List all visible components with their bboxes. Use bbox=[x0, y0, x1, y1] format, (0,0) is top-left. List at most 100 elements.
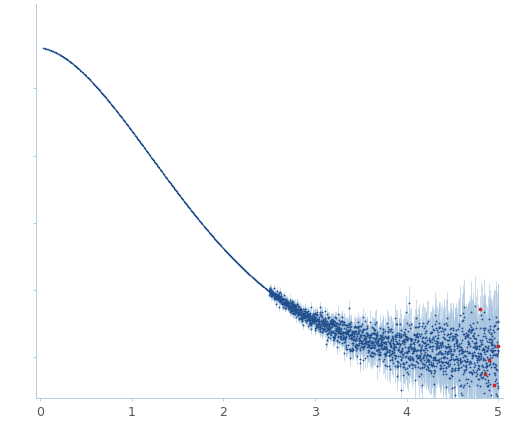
Point bbox=[335, 328, 343, 335]
Point bbox=[79, 69, 87, 76]
Point bbox=[328, 316, 336, 323]
Point bbox=[170, 184, 178, 191]
Point bbox=[290, 306, 298, 313]
Point bbox=[162, 174, 170, 181]
Point bbox=[443, 321, 451, 328]
Point bbox=[50, 49, 58, 55]
Point bbox=[211, 235, 219, 242]
Point bbox=[175, 191, 183, 198]
Point bbox=[437, 324, 446, 331]
Point bbox=[46, 46, 54, 53]
Point bbox=[487, 347, 495, 354]
Point bbox=[374, 350, 382, 357]
Point bbox=[469, 343, 478, 350]
Point bbox=[70, 62, 78, 69]
Point bbox=[48, 48, 56, 55]
Point bbox=[404, 353, 412, 360]
Point bbox=[344, 331, 352, 338]
Point bbox=[378, 335, 386, 342]
Point bbox=[377, 342, 385, 349]
Point bbox=[361, 333, 369, 340]
Point bbox=[442, 320, 450, 327]
Point bbox=[421, 344, 429, 351]
Point bbox=[441, 336, 450, 343]
Point bbox=[230, 257, 238, 264]
Point bbox=[121, 118, 129, 125]
Point bbox=[338, 318, 346, 325]
Point bbox=[406, 325, 415, 332]
Point bbox=[159, 170, 167, 177]
Point bbox=[485, 371, 493, 378]
Point bbox=[214, 239, 223, 246]
Point bbox=[320, 322, 328, 329]
Point bbox=[296, 305, 304, 312]
Point bbox=[246, 272, 255, 279]
Point bbox=[407, 341, 415, 348]
Point bbox=[362, 340, 370, 347]
Point bbox=[443, 343, 452, 350]
Point bbox=[109, 102, 117, 109]
Point bbox=[491, 361, 499, 368]
Point bbox=[84, 75, 92, 82]
Point bbox=[434, 357, 442, 364]
Point bbox=[206, 229, 214, 236]
Point bbox=[168, 181, 176, 188]
Point bbox=[421, 335, 429, 342]
Point bbox=[86, 76, 94, 83]
Point bbox=[350, 329, 358, 336]
Point bbox=[237, 264, 245, 271]
Point bbox=[146, 153, 154, 160]
Point bbox=[432, 357, 440, 364]
Point bbox=[251, 276, 259, 283]
Point bbox=[253, 278, 261, 285]
Point bbox=[279, 295, 287, 302]
Point bbox=[150, 159, 158, 166]
Point bbox=[270, 284, 278, 291]
Point bbox=[254, 279, 262, 286]
Point bbox=[484, 382, 492, 388]
Point bbox=[178, 196, 186, 203]
Point bbox=[291, 303, 299, 310]
Point bbox=[318, 318, 326, 325]
Point bbox=[155, 164, 163, 171]
Point bbox=[262, 285, 270, 292]
Point bbox=[53, 50, 61, 57]
Point bbox=[292, 309, 300, 316]
Point bbox=[111, 105, 119, 112]
Point bbox=[438, 339, 447, 346]
Point bbox=[341, 328, 350, 335]
Point bbox=[148, 156, 156, 163]
Point bbox=[392, 334, 400, 341]
Point bbox=[258, 282, 266, 289]
Point bbox=[329, 336, 337, 343]
Point bbox=[421, 338, 429, 345]
Point bbox=[275, 293, 283, 300]
Point bbox=[430, 321, 438, 328]
Point bbox=[103, 95, 111, 102]
Point bbox=[112, 106, 120, 113]
Point bbox=[431, 368, 439, 375]
Point bbox=[249, 274, 257, 281]
Point bbox=[117, 113, 125, 120]
Point bbox=[62, 55, 70, 62]
Point bbox=[111, 106, 119, 113]
Point bbox=[412, 351, 420, 358]
Point bbox=[103, 96, 111, 103]
Point bbox=[324, 315, 332, 322]
Point bbox=[144, 149, 152, 156]
Point bbox=[93, 84, 101, 91]
Point bbox=[85, 75, 93, 82]
Point bbox=[87, 78, 96, 85]
Point bbox=[276, 295, 284, 302]
Point bbox=[305, 320, 313, 327]
Point bbox=[283, 297, 291, 304]
Point bbox=[457, 346, 465, 353]
Point bbox=[311, 314, 320, 321]
Point bbox=[343, 328, 352, 335]
Point bbox=[484, 383, 492, 390]
Point bbox=[430, 354, 438, 361]
Point bbox=[265, 288, 273, 295]
Point bbox=[394, 347, 402, 354]
Point bbox=[331, 322, 339, 329]
Point bbox=[106, 100, 114, 107]
